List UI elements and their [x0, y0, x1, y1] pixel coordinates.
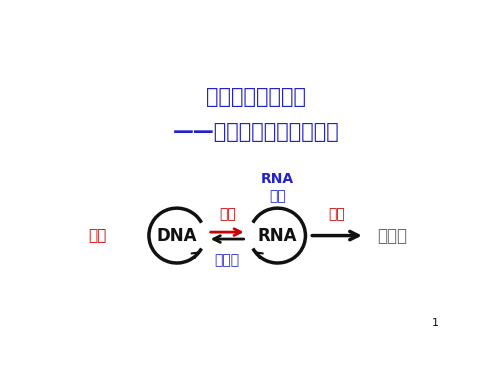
Text: RNA: RNA	[261, 172, 294, 186]
Text: 转录: 转录	[219, 207, 236, 221]
Text: DNA: DNA	[156, 226, 197, 244]
Text: 复制: 复制	[269, 190, 286, 204]
Text: 蛋白质: 蛋白质	[377, 226, 407, 244]
Text: 基因的表达与调控: 基因的表达与调控	[206, 87, 306, 107]
Text: 逆转录: 逆转录	[214, 253, 240, 267]
Text: 翻译: 翻译	[328, 207, 345, 221]
Text: ——原核基因表达调控模式: ——原核基因表达调控模式	[173, 122, 340, 142]
Text: 1: 1	[432, 318, 438, 328]
Text: 复制: 复制	[88, 228, 106, 243]
Text: RNA: RNA	[258, 226, 298, 244]
